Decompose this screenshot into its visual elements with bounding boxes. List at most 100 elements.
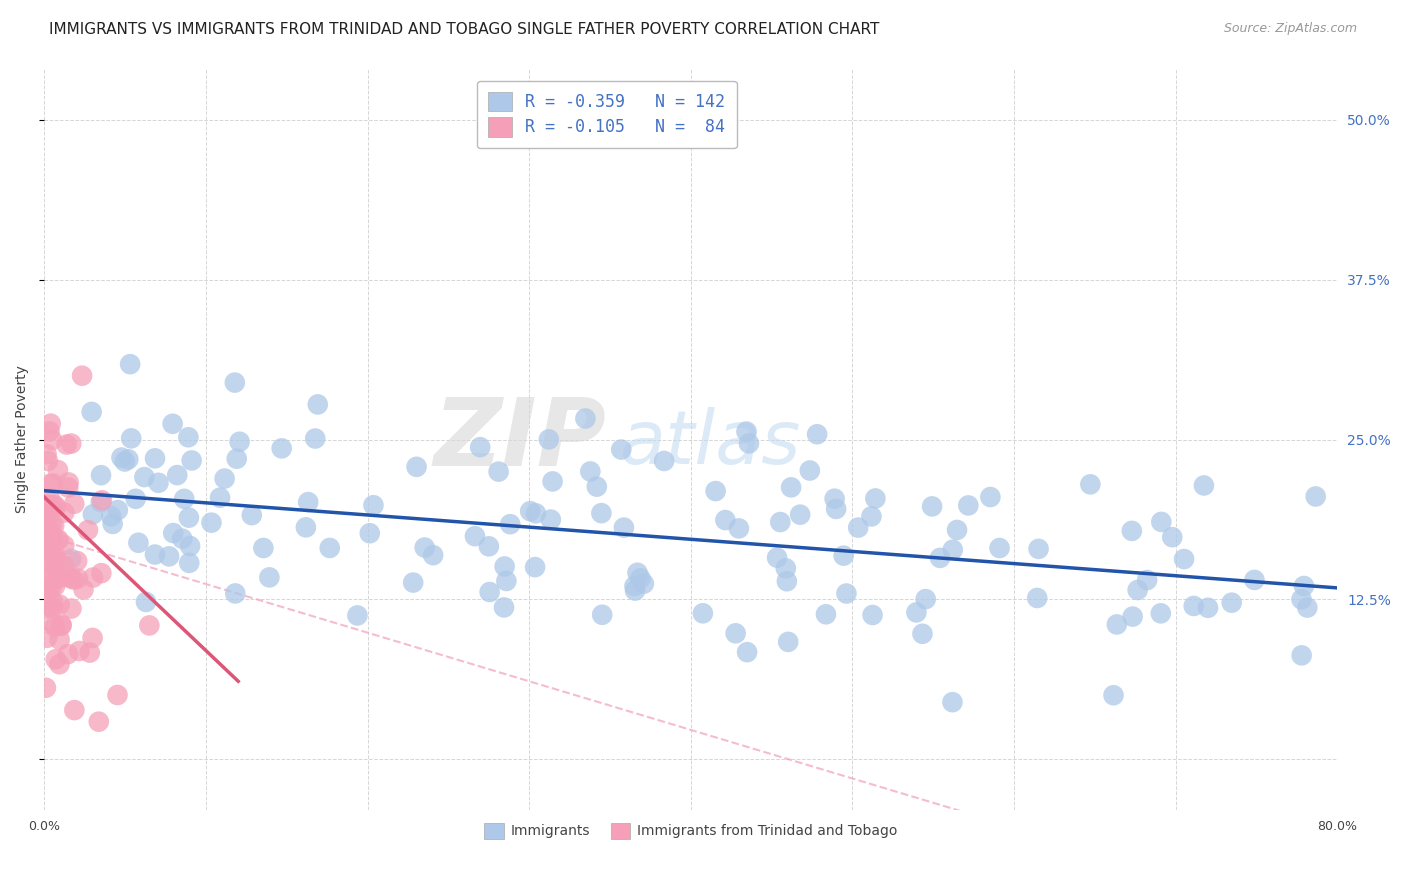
Point [488, 465, 510, 479]
Point [172, 532, 194, 546]
Point [44, 620, 66, 634]
Point [1136, 573, 1159, 587]
Point [117, 452, 139, 467]
Point [319, 541, 342, 555]
Point [55, 437, 77, 451]
Point [39, 582, 62, 596]
Point [173, 491, 195, 506]
Point [537, 433, 560, 447]
Point [100, 509, 122, 524]
Point [90, 495, 112, 509]
Point [728, 521, 751, 535]
Point [624, 583, 647, 598]
Point [346, 608, 368, 623]
Point [478, 539, 501, 553]
Point [1028, 541, 1050, 556]
Point [780, 480, 803, 494]
Point [39, 564, 62, 578]
Point [53, 538, 76, 552]
Point [214, 472, 236, 486]
Point [38, 425, 60, 439]
Point [1121, 524, 1143, 538]
Point [224, 586, 246, 600]
Legend: Immigrants, Immigrants from Trinidad and Tobago: Immigrants, Immigrants from Trinidad and… [478, 817, 903, 845]
Point [120, 357, 142, 371]
Point [1243, 573, 1265, 587]
Point [46, 555, 69, 569]
Point [630, 571, 652, 585]
Point [405, 459, 427, 474]
Point [524, 507, 547, 521]
Point [1305, 490, 1327, 504]
Point [942, 542, 965, 557]
Point [929, 550, 952, 565]
Point [35, 601, 58, 615]
Point [824, 491, 846, 506]
Point [179, 556, 201, 570]
Point [778, 635, 800, 649]
Point [704, 484, 727, 499]
Point [41, 518, 63, 533]
Point [35, 502, 58, 516]
Point [495, 574, 517, 588]
Text: IMMIGRANTS VS IMMIGRANTS FROM TRINIDAD AND TOBAGO SINGLE FATHER POVERTY CORRELAT: IMMIGRANTS VS IMMIGRANTS FROM TRINIDAD A… [49, 22, 880, 37]
Point [769, 515, 792, 529]
Point [162, 417, 184, 431]
Point [177, 510, 200, 524]
Point [120, 431, 142, 445]
Point [613, 520, 636, 534]
Point [1220, 596, 1243, 610]
Point [776, 574, 799, 589]
Point [67, 644, 90, 658]
Point [41, 530, 63, 544]
Point [591, 607, 613, 622]
Point [1292, 579, 1315, 593]
Point [911, 627, 934, 641]
Point [1126, 582, 1149, 597]
Point [63, 703, 86, 717]
Point [37, 582, 59, 596]
Point [832, 549, 855, 563]
Point [39, 476, 62, 491]
Point [72, 582, 94, 597]
Point [58, 475, 80, 490]
Point [39, 417, 62, 431]
Point [143, 451, 166, 466]
Point [735, 645, 758, 659]
Point [413, 541, 436, 555]
Point [1197, 600, 1219, 615]
Point [44, 579, 66, 593]
Point [39, 546, 62, 560]
Point [53, 558, 76, 573]
Point [789, 508, 811, 522]
Point [540, 512, 562, 526]
Point [492, 600, 515, 615]
Point [48, 657, 70, 672]
Point [735, 425, 758, 439]
Point [134, 470, 156, 484]
Point [82, 508, 104, 522]
Point [79, 646, 101, 660]
Point [259, 570, 281, 584]
Point [66, 572, 89, 586]
Point [44, 573, 66, 587]
Point [905, 606, 928, 620]
Y-axis label: Single Father Poverty: Single Father Poverty [15, 366, 30, 514]
Point [1192, 478, 1215, 492]
Point [1105, 617, 1128, 632]
Point [80, 405, 103, 419]
Point [63, 573, 86, 587]
Point [42, 476, 65, 491]
Point [825, 502, 848, 516]
Point [37, 570, 59, 584]
Point [82, 631, 104, 645]
Point [1026, 591, 1049, 605]
Point [946, 523, 969, 537]
Point [41, 557, 63, 571]
Point [225, 451, 247, 466]
Point [957, 499, 980, 513]
Point [270, 442, 292, 456]
Point [82, 570, 104, 584]
Point [107, 503, 129, 517]
Point [1150, 607, 1173, 621]
